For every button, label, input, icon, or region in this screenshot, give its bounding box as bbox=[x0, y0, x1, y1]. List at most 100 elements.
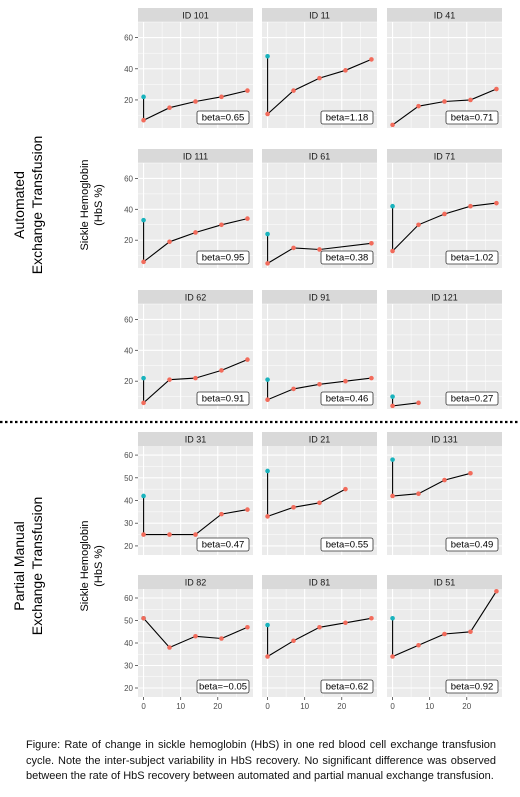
y-tick-label: 20 bbox=[124, 236, 133, 245]
facet-label: ID 62 bbox=[185, 293, 207, 303]
y-tick-label: 50 bbox=[124, 617, 133, 626]
x-tick-label: 20 bbox=[337, 702, 346, 711]
facet-strip bbox=[138, 8, 253, 22]
beta-box bbox=[320, 250, 374, 265]
data-point bbox=[390, 122, 395, 128]
data-point bbox=[468, 629, 473, 635]
data-point bbox=[291, 638, 296, 644]
baseline-point bbox=[141, 217, 146, 223]
facet-panel: ID 81 beta=0.62 0 10 20 bbox=[262, 575, 377, 711]
data-point bbox=[245, 357, 250, 362]
y-axis-label: Sickle Hemoglobin (HbS %) bbox=[79, 520, 105, 611]
series-line bbox=[143, 90, 248, 122]
data-point bbox=[245, 88, 250, 93]
y-tick-label: 50 bbox=[124, 474, 133, 483]
data-point bbox=[141, 259, 146, 265]
data-point bbox=[219, 368, 224, 373]
y-tick-label: 60 bbox=[124, 451, 133, 460]
x-tick-label: 10 bbox=[425, 702, 434, 711]
facet-panel: ID 11 beta=1.18 bbox=[262, 8, 377, 128]
data-point bbox=[494, 588, 499, 594]
y-tick-label: 40 bbox=[124, 346, 133, 355]
y-tick-label: 40 bbox=[124, 639, 133, 648]
data-point bbox=[141, 615, 146, 621]
panel-background bbox=[138, 163, 253, 268]
facet-label: ID 91 bbox=[309, 293, 331, 303]
facet-panel: ID 111 20 40 60 beta=0.95 bbox=[124, 149, 253, 268]
facet-panel: ID 91 beta=0.46 bbox=[262, 290, 377, 409]
baseline-point bbox=[141, 375, 146, 381]
data-point bbox=[245, 216, 250, 221]
facet-panel: ID 41 beta=0.71 bbox=[387, 8, 502, 128]
data-point bbox=[291, 386, 296, 392]
figure-caption: Figure: Rate of change in sickle hemoglo… bbox=[26, 739, 496, 782]
data-point bbox=[416, 103, 421, 109]
baseline-point bbox=[141, 493, 146, 499]
facet-strip bbox=[138, 575, 253, 589]
data-point bbox=[193, 230, 198, 235]
facet-strip bbox=[387, 290, 502, 304]
facet-panel: ID 82 20 30 40 50 60 beta=−0.05 0 10 20 bbox=[124, 575, 253, 711]
x-tick-label: 10 bbox=[300, 702, 309, 711]
data-point bbox=[317, 75, 322, 81]
data-point bbox=[416, 400, 421, 406]
facet-panel: ID 61 beta=0.38 bbox=[262, 149, 377, 268]
facet-panel: ID 101 20 40 60 beta=0.65 bbox=[124, 8, 253, 128]
data-point bbox=[442, 477, 447, 483]
beta-box bbox=[196, 679, 250, 694]
facet-label: ID 111 bbox=[183, 152, 208, 162]
x-tick-label: 0 bbox=[390, 702, 395, 711]
data-point bbox=[390, 248, 395, 254]
data-point bbox=[390, 654, 395, 659]
facet-label: ID 131 bbox=[431, 435, 458, 445]
beta-label: beta=1.18 bbox=[326, 113, 369, 124]
baseline-point bbox=[390, 615, 395, 621]
data-point bbox=[193, 99, 198, 104]
series-line bbox=[143, 496, 248, 536]
data-point bbox=[265, 397, 270, 403]
series-line bbox=[267, 377, 372, 401]
beta-label: beta=0.91 bbox=[202, 394, 245, 405]
panel-background bbox=[387, 304, 502, 409]
beta-label: beta=0.95 bbox=[202, 253, 245, 264]
y-tick-label: 60 bbox=[124, 315, 133, 324]
beta-box bbox=[196, 110, 250, 125]
beta-label: beta=0.71 bbox=[451, 113, 494, 124]
data-point bbox=[369, 57, 374, 62]
y-tick-label: 60 bbox=[124, 594, 133, 603]
series-line bbox=[392, 591, 497, 658]
facet-strip bbox=[138, 432, 253, 446]
beta-label: beta=0.38 bbox=[326, 253, 369, 264]
y-tick-label: 60 bbox=[124, 174, 133, 183]
data-point bbox=[369, 240, 374, 246]
facet-strip bbox=[262, 575, 377, 589]
series-line bbox=[267, 617, 372, 658]
group-label: Automated Exchange Transfusion bbox=[11, 136, 45, 275]
baseline-point bbox=[265, 231, 270, 237]
data-point bbox=[343, 486, 348, 492]
beta-label: beta=0.47 bbox=[202, 540, 245, 551]
panel-background bbox=[262, 22, 377, 128]
y-axis-label-line: Sickle Hemoglobin bbox=[79, 520, 91, 611]
facet-label: ID 82 bbox=[185, 578, 207, 588]
baseline-point bbox=[265, 377, 270, 382]
beta-box bbox=[445, 537, 499, 552]
y-tick-label: 20 bbox=[124, 542, 133, 551]
y-tick-label: 30 bbox=[124, 519, 133, 528]
panel-background bbox=[387, 22, 502, 128]
beta-label: beta=0.27 bbox=[451, 394, 494, 405]
beta-label: beta=0.62 bbox=[326, 682, 369, 693]
y-axis-label: Sickle Hemoglobin (HbS %) bbox=[79, 159, 105, 250]
group-label-line: Exchange Transfusion bbox=[29, 136, 45, 275]
data-point bbox=[317, 624, 322, 630]
data-point bbox=[265, 514, 270, 519]
data-point bbox=[369, 375, 374, 381]
facet-label: ID 21 bbox=[309, 435, 331, 445]
beta-label: beta=0.65 bbox=[202, 113, 245, 124]
facet-panel: ID 131 beta=0.49 bbox=[387, 432, 502, 555]
x-tick-label: 20 bbox=[213, 702, 222, 711]
data-point bbox=[494, 200, 499, 206]
data-point bbox=[369, 615, 374, 621]
y-axis-label-line: (HbS %) bbox=[93, 184, 105, 226]
baseline-point bbox=[265, 468, 270, 474]
